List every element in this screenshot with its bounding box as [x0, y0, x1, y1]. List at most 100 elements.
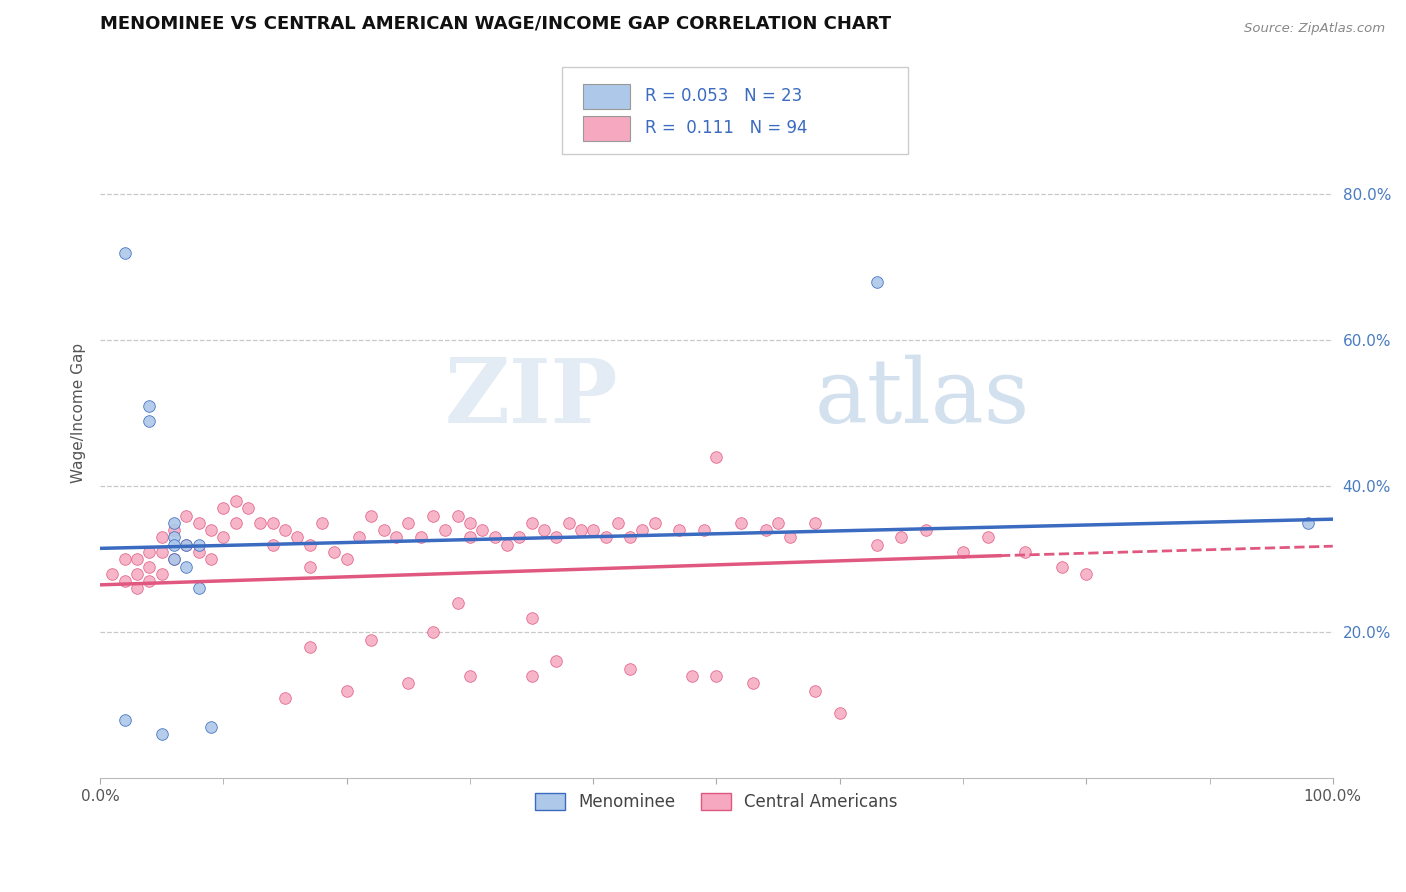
Point: [138, 545, 160, 559]
Point: [262, 538, 284, 552]
Point: [1296, 516, 1319, 530]
Point: [262, 516, 284, 530]
Point: [446, 596, 468, 610]
FancyBboxPatch shape: [583, 84, 630, 109]
Point: [200, 720, 222, 734]
Point: [187, 538, 209, 552]
Point: [176, 538, 198, 552]
Point: [138, 559, 160, 574]
Point: [742, 676, 765, 690]
Point: [150, 530, 173, 544]
Point: [285, 530, 308, 544]
Point: [446, 508, 468, 523]
Point: [1014, 545, 1036, 559]
Point: [150, 545, 173, 559]
Point: [163, 523, 186, 537]
Point: [138, 414, 160, 428]
Point: [114, 713, 136, 727]
Point: [150, 566, 173, 581]
Text: R =  0.111   N = 94: R = 0.111 N = 94: [645, 120, 807, 137]
Point: [804, 683, 827, 698]
Point: [150, 727, 173, 741]
Point: [706, 669, 728, 683]
Point: [114, 552, 136, 566]
Point: [866, 538, 889, 552]
Point: [557, 516, 579, 530]
Point: [976, 530, 998, 544]
Point: [828, 706, 851, 720]
Point: [212, 501, 235, 516]
Point: [1076, 566, 1098, 581]
Point: [298, 538, 321, 552]
Point: [187, 516, 209, 530]
Point: [200, 552, 222, 566]
Point: [236, 501, 259, 516]
Point: [546, 530, 568, 544]
Point: [225, 494, 247, 508]
Point: [298, 559, 321, 574]
Point: [496, 538, 519, 552]
Point: [520, 610, 543, 624]
Point: [766, 516, 789, 530]
Point: [668, 523, 690, 537]
Point: [163, 516, 186, 530]
Point: [311, 516, 333, 530]
Text: ZIP: ZIP: [444, 355, 617, 442]
Point: [396, 676, 419, 690]
Point: [434, 523, 457, 537]
Point: [631, 523, 654, 537]
Text: MENOMINEE VS CENTRAL AMERICAN WAGE/INCOME GAP CORRELATION CHART: MENOMINEE VS CENTRAL AMERICAN WAGE/INCOM…: [100, 15, 891, 33]
Point: [176, 559, 198, 574]
Y-axis label: Wage/Income Gap: Wage/Income Gap: [72, 343, 86, 483]
Point: [606, 516, 628, 530]
Point: [163, 552, 186, 566]
Point: [569, 523, 592, 537]
Point: [323, 545, 346, 559]
Point: [508, 530, 530, 544]
Point: [1050, 559, 1073, 574]
Point: [915, 523, 938, 537]
Point: [360, 632, 382, 647]
Point: [187, 545, 209, 559]
Point: [336, 552, 359, 566]
Point: [127, 582, 149, 596]
Point: [274, 523, 297, 537]
Point: [373, 523, 395, 537]
Point: [693, 523, 716, 537]
Point: [187, 582, 209, 596]
Point: [138, 574, 160, 589]
Point: [274, 690, 297, 705]
Point: [249, 516, 271, 530]
Point: [114, 574, 136, 589]
Point: [779, 530, 801, 544]
Point: [347, 530, 370, 544]
Point: [866, 275, 889, 289]
Point: [681, 669, 703, 683]
Text: R = 0.053   N = 23: R = 0.053 N = 23: [645, 87, 803, 105]
Point: [385, 530, 408, 544]
Point: [225, 516, 247, 530]
Point: [176, 508, 198, 523]
Point: [422, 625, 444, 640]
Point: [619, 662, 641, 676]
Point: [200, 523, 222, 537]
FancyBboxPatch shape: [583, 116, 630, 141]
Point: [952, 545, 974, 559]
Point: [471, 523, 494, 537]
Point: [890, 530, 912, 544]
Point: [298, 640, 321, 654]
Point: [619, 530, 641, 544]
Point: [212, 530, 235, 544]
Point: [484, 530, 506, 544]
Point: [520, 516, 543, 530]
Point: [138, 399, 160, 413]
Point: [163, 538, 186, 552]
Point: [546, 655, 568, 669]
Point: [396, 516, 419, 530]
Point: [409, 530, 432, 544]
Point: [706, 450, 728, 464]
Point: [458, 516, 481, 530]
Point: [114, 245, 136, 260]
Point: [730, 516, 752, 530]
Point: [755, 523, 778, 537]
